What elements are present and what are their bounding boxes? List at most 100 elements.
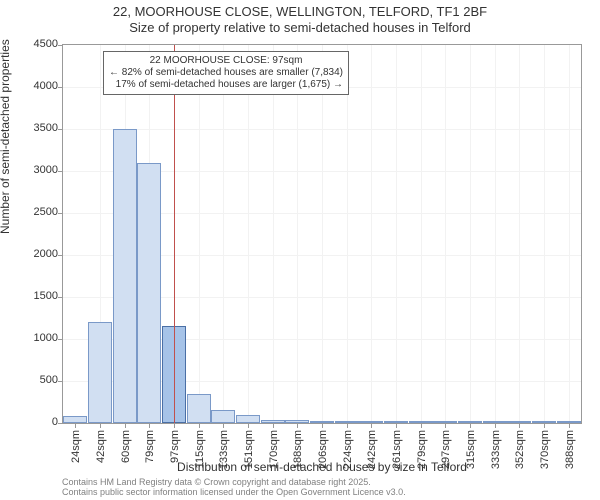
plot-area: 22 MOORHOUSE CLOSE: 97sqm ← 82% of semi-… xyxy=(62,44,582,424)
credits: Contains HM Land Registry data © Crown c… xyxy=(62,478,582,498)
x-tick-mark xyxy=(470,423,471,428)
x-gridline xyxy=(273,45,274,423)
x-tick-label: 24sqm xyxy=(70,430,82,463)
y-tick-mark xyxy=(58,213,63,214)
x-tick-label: 97sqm xyxy=(169,430,181,463)
chart-title-line1: 22, MOORHOUSE CLOSE, WELLINGTON, TELFORD… xyxy=(0,4,600,19)
x-tick-mark xyxy=(273,423,274,428)
y-tick-mark xyxy=(58,255,63,256)
x-tick-label: 242sqm xyxy=(366,430,378,469)
x-tick-mark xyxy=(347,423,348,428)
x-gridline xyxy=(347,45,348,423)
bar xyxy=(63,416,87,423)
y-tick-mark xyxy=(58,171,63,172)
x-tick-label: 315sqm xyxy=(465,430,477,469)
y-tick-label: 1000 xyxy=(18,332,58,344)
y-tick-label: 4000 xyxy=(18,80,58,92)
x-tick-label: 297sqm xyxy=(440,430,452,469)
x-tick-label: 42sqm xyxy=(95,430,107,463)
y-tick-label: 2000 xyxy=(18,248,58,260)
highlight-line xyxy=(174,45,175,423)
x-tick-label: 333sqm xyxy=(490,430,502,469)
y-tick-label: 500 xyxy=(18,374,58,386)
bar xyxy=(187,394,211,423)
y-tick-mark xyxy=(58,45,63,46)
y-axis-label: Number of semi-detached properties xyxy=(0,39,12,234)
x-tick-mark xyxy=(199,423,200,428)
x-gridline xyxy=(445,45,446,423)
bar xyxy=(236,415,260,423)
x-gridline xyxy=(248,45,249,423)
x-tick-mark xyxy=(544,423,545,428)
x-gridline xyxy=(371,45,372,423)
y-tick-label: 2500 xyxy=(18,206,58,218)
x-tick-label: 352sqm xyxy=(514,430,526,469)
annotation-line1: 22 MOORHOUSE CLOSE: 97sqm xyxy=(109,55,343,67)
bar xyxy=(113,129,137,423)
x-tick-label: 170sqm xyxy=(268,430,280,469)
bar xyxy=(359,421,383,423)
bar xyxy=(557,421,581,423)
y-tick-mark xyxy=(58,381,63,382)
x-gridline xyxy=(569,45,570,423)
x-tick-label: 188sqm xyxy=(292,430,304,469)
chart-root: 22, MOORHOUSE CLOSE, WELLINGTON, TELFORD… xyxy=(0,0,600,500)
y-tick-mark xyxy=(58,87,63,88)
bar xyxy=(211,410,235,423)
bar xyxy=(261,420,285,423)
y-tick-mark xyxy=(58,129,63,130)
x-tick-mark xyxy=(495,423,496,428)
x-tick-mark xyxy=(100,423,101,428)
x-gridline xyxy=(322,45,323,423)
bar xyxy=(458,421,482,423)
bar xyxy=(433,421,457,423)
x-gridline xyxy=(544,45,545,423)
x-tick-mark xyxy=(445,423,446,428)
x-tick-mark xyxy=(421,423,422,428)
x-gridline xyxy=(199,45,200,423)
x-tick-label: 370sqm xyxy=(539,430,551,469)
annotation-line3: 17% of semi-detached houses are larger (… xyxy=(109,79,343,91)
bar xyxy=(310,421,334,423)
x-gridline xyxy=(421,45,422,423)
x-tick-label: 388sqm xyxy=(564,430,576,469)
y-tick-label: 0 xyxy=(18,416,58,428)
x-tick-label: 60sqm xyxy=(120,430,132,463)
x-gridline xyxy=(396,45,397,423)
x-tick-label: 224sqm xyxy=(342,430,354,469)
x-tick-mark xyxy=(223,423,224,428)
x-tick-label: 261sqm xyxy=(391,430,403,469)
x-tick-mark xyxy=(174,423,175,428)
x-tick-label: 79sqm xyxy=(144,430,156,463)
x-tick-mark xyxy=(396,423,397,428)
y-tick-mark xyxy=(58,297,63,298)
x-tick-label: 133sqm xyxy=(218,430,230,469)
bar xyxy=(137,163,161,423)
y-tick-label: 3000 xyxy=(18,164,58,176)
x-tick-mark xyxy=(371,423,372,428)
x-tick-mark xyxy=(519,423,520,428)
y-tick-label: 3500 xyxy=(18,122,58,134)
x-tick-mark xyxy=(569,423,570,428)
y-tick-label: 1500 xyxy=(18,290,58,302)
x-tick-label: 206sqm xyxy=(317,430,329,469)
bar xyxy=(335,421,359,423)
x-gridline xyxy=(297,45,298,423)
bar xyxy=(384,421,408,423)
y-tick-mark xyxy=(58,339,63,340)
bar xyxy=(532,421,556,423)
x-tick-mark xyxy=(149,423,150,428)
x-tick-mark xyxy=(297,423,298,428)
x-tick-mark xyxy=(322,423,323,428)
annotation-box: 22 MOORHOUSE CLOSE: 97sqm ← 82% of semi-… xyxy=(103,51,349,95)
x-tick-mark xyxy=(125,423,126,428)
x-tick-label: 115sqm xyxy=(194,430,206,468)
x-gridline xyxy=(495,45,496,423)
x-gridline xyxy=(223,45,224,423)
bar xyxy=(88,322,112,423)
annotation-line2: ← 82% of semi-detached houses are smalle… xyxy=(109,67,343,79)
x-tick-mark xyxy=(248,423,249,428)
y-tick-mark xyxy=(58,423,63,424)
chart-title-line2: Size of property relative to semi-detach… xyxy=(0,20,600,35)
x-gridline xyxy=(470,45,471,423)
